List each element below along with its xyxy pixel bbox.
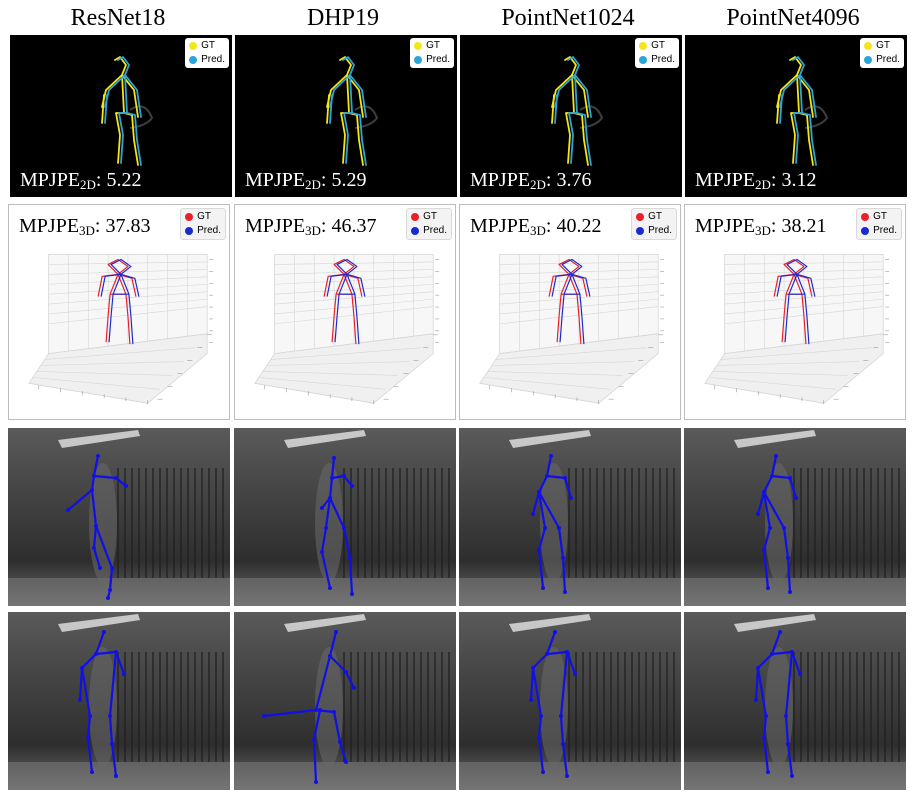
legend-2d: GT Pred. (635, 38, 679, 68)
event-frame-2d-pointnet4096: GT Pred. MPJPE2D: 3.12 (685, 35, 907, 197)
pred-marker (189, 56, 198, 64)
legend-gt-label: GT (648, 211, 662, 222)
skeleton-2d-plot (326, 56, 379, 166)
column-title-resnet18: ResNet18 (70, 5, 166, 31)
legend-pred-label: Pred. (876, 54, 900, 65)
photo-overlay-pointnet4096-a (684, 428, 906, 606)
skeleton-overlay-photo (684, 612, 906, 790)
mpjpe-2d-value: MPJPE2D: 5.22 (20, 169, 142, 192)
skeleton-overlay-photo (684, 428, 906, 606)
legend-3d: GT Pred. (631, 208, 677, 240)
plot-3d-pointnet4096: GT Pred. MPJPE3D: 38.21 (684, 204, 906, 420)
gt-marker (639, 42, 648, 50)
legend-pred-label: Pred. (201, 54, 225, 65)
skeleton-overlay-photo (234, 428, 456, 606)
legend-3d: GT Pred. (406, 208, 452, 240)
legend-3d: GT Pred. (180, 208, 226, 240)
event-frame-2d-resnet18: GT Pred. MPJPE2D: 5.22 (10, 35, 232, 197)
plot-3d-resnet18: GT Pred. MPJPE3D: 37.83 (8, 204, 230, 420)
legend-pred-label: Pred. (197, 225, 221, 236)
legend-pred-label: Pred. (648, 225, 672, 236)
gt-marker (411, 213, 420, 221)
skeleton-overlay-photo (459, 612, 681, 790)
pred-marker (639, 56, 648, 64)
legend-gt-label: GT (876, 40, 890, 51)
photo-overlay-resnet18-b (8, 612, 230, 790)
legend-2d: GT Pred. (410, 38, 454, 68)
photo-overlay-pointnet1024-b (459, 612, 681, 790)
photo-overlay-pointnet4096-b (684, 612, 906, 790)
photo-overlay-resnet18-a (8, 428, 230, 606)
legend-2d: GT Pred. (185, 38, 229, 68)
legend-pred-label: Pred. (423, 225, 447, 236)
skeleton-overlay-photo (234, 612, 456, 790)
mpjpe-2d-value: MPJPE2D: 3.12 (695, 169, 817, 192)
event-frame-2d-dhp19: GT Pred. MPJPE2D: 5.29 (235, 35, 457, 197)
skeleton-overlay-photo (8, 612, 230, 790)
skeleton-2d-plot (776, 56, 829, 166)
mpjpe-3d-value: MPJPE3D: 40.22 (470, 215, 602, 238)
legend-gt-label: GT (873, 211, 887, 222)
pred-marker (861, 227, 870, 235)
legend-gt-label: GT (423, 211, 437, 222)
skeleton-3d-plot (704, 254, 890, 405)
mpjpe-2d-value: MPJPE2D: 5.29 (245, 169, 367, 192)
gt-marker (861, 213, 870, 221)
pred-marker (411, 227, 420, 235)
photo-overlay-dhp19-a (234, 428, 456, 606)
column-title-pointnet1024: PointNet1024 (501, 5, 635, 31)
event-frame-2d-pointnet1024: GT Pred. MPJPE2D: 3.76 (460, 35, 682, 197)
legend-pred-label: Pred. (426, 54, 450, 65)
skeleton-overlay-photo (8, 428, 230, 606)
legend-pred-label: Pred. (651, 54, 675, 65)
mpjpe-3d-value: MPJPE3D: 37.83 (19, 215, 151, 238)
column-title-pointnet4096: PointNet4096 (726, 5, 860, 31)
photo-overlay-dhp19-b (234, 612, 456, 790)
legend-gt-label: GT (201, 40, 215, 51)
skeleton-overlay-photo (459, 428, 681, 606)
column-title-dhp19: DHP19 (306, 5, 379, 31)
legend-3d: GT Pred. (856, 208, 902, 240)
skeleton-3d-plot (479, 254, 665, 405)
legend-gt-label: GT (651, 40, 665, 51)
skeleton-3d-plot (254, 254, 440, 405)
plot-3d-pointnet1024: GT Pred. MPJPE3D: 40.22 (459, 204, 681, 420)
legend-2d: GT Pred. (860, 38, 904, 68)
legend-gt-label: GT (426, 40, 440, 51)
gt-marker (636, 213, 645, 221)
gt-marker (185, 213, 194, 221)
legend-pred-label: Pred. (873, 225, 897, 236)
mpjpe-2d-value: MPJPE2D: 3.76 (470, 169, 592, 192)
pred-marker (864, 56, 873, 64)
gt-marker (414, 42, 423, 50)
photo-overlay-pointnet1024-a (459, 428, 681, 606)
pred-marker (636, 227, 645, 235)
pred-marker (414, 56, 423, 64)
skeleton-3d-plot (28, 254, 214, 405)
mpjpe-3d-value: MPJPE3D: 46.37 (245, 215, 377, 238)
skeleton-2d-plot (101, 56, 154, 166)
mpjpe-3d-value: MPJPE3D: 38.21 (695, 215, 827, 238)
skeleton-2d-plot (551, 56, 604, 166)
pred-marker (185, 227, 194, 235)
gt-marker (189, 42, 198, 50)
gt-marker (864, 42, 873, 50)
legend-gt-label: GT (197, 211, 211, 222)
plot-3d-dhp19: GT Pred. MPJPE3D: 46.37 (234, 204, 456, 420)
